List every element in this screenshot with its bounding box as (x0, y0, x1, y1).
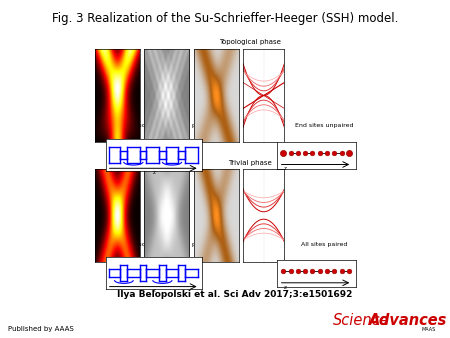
Point (324, 150, 331, 155)
Text: C: C (194, 49, 199, 58)
Point (331, 150, 338, 155)
Text: z: z (284, 285, 286, 290)
Text: Heterostructure band gap profile: Heterostructure band gap profile (108, 123, 212, 128)
Point (294, 268, 302, 274)
Text: I: I (194, 169, 196, 178)
Point (331, 268, 338, 274)
Point (280, 268, 287, 274)
Point (345, 150, 352, 155)
Text: L: L (277, 260, 282, 269)
Text: G: G (94, 169, 101, 178)
Point (294, 150, 302, 155)
Text: Fig. 3 Realization of the Su-Schrieffer-Heeger (SSH) model.: Fig. 3 Realization of the Su-Schrieffer-… (52, 12, 398, 25)
Text: F: F (277, 142, 282, 151)
Point (345, 150, 352, 155)
Text: Heterostructure band gap profile: Heterostructure band gap profile (108, 242, 212, 247)
Text: End sites unpaired: End sites unpaired (295, 123, 353, 128)
Point (302, 268, 309, 274)
Text: MAAS: MAAS (421, 327, 436, 332)
Point (345, 268, 352, 274)
Text: E: E (106, 139, 111, 148)
Text: Ilya Belopolski et al. Sci Adv 2017;3:e1501692: Ilya Belopolski et al. Sci Adv 2017;3:e1… (117, 290, 352, 299)
Point (280, 150, 287, 155)
Point (302, 150, 309, 155)
Point (309, 150, 316, 155)
Text: Topological phase: Topological phase (219, 39, 281, 45)
Text: Advances: Advances (369, 313, 447, 328)
Text: All sites paired: All sites paired (301, 242, 347, 247)
Point (316, 268, 324, 274)
Text: Published by AAAS: Published by AAAS (8, 326, 74, 332)
Text: K: K (106, 257, 112, 266)
Text: H: H (144, 169, 150, 178)
Point (287, 268, 294, 274)
Text: A: A (94, 49, 100, 58)
Text: B: B (144, 49, 150, 58)
Point (280, 150, 287, 155)
Point (309, 268, 316, 274)
Text: J: J (243, 169, 246, 178)
Text: Science: Science (333, 313, 390, 328)
Text: Trivial phase: Trivial phase (228, 160, 272, 166)
Point (316, 150, 324, 155)
Point (338, 150, 345, 155)
Point (324, 268, 331, 274)
Text: D: D (243, 49, 249, 58)
Text: z: z (153, 170, 156, 175)
Text: z: z (153, 288, 156, 293)
Text: z: z (284, 166, 286, 171)
Point (287, 150, 294, 155)
Point (338, 268, 345, 274)
